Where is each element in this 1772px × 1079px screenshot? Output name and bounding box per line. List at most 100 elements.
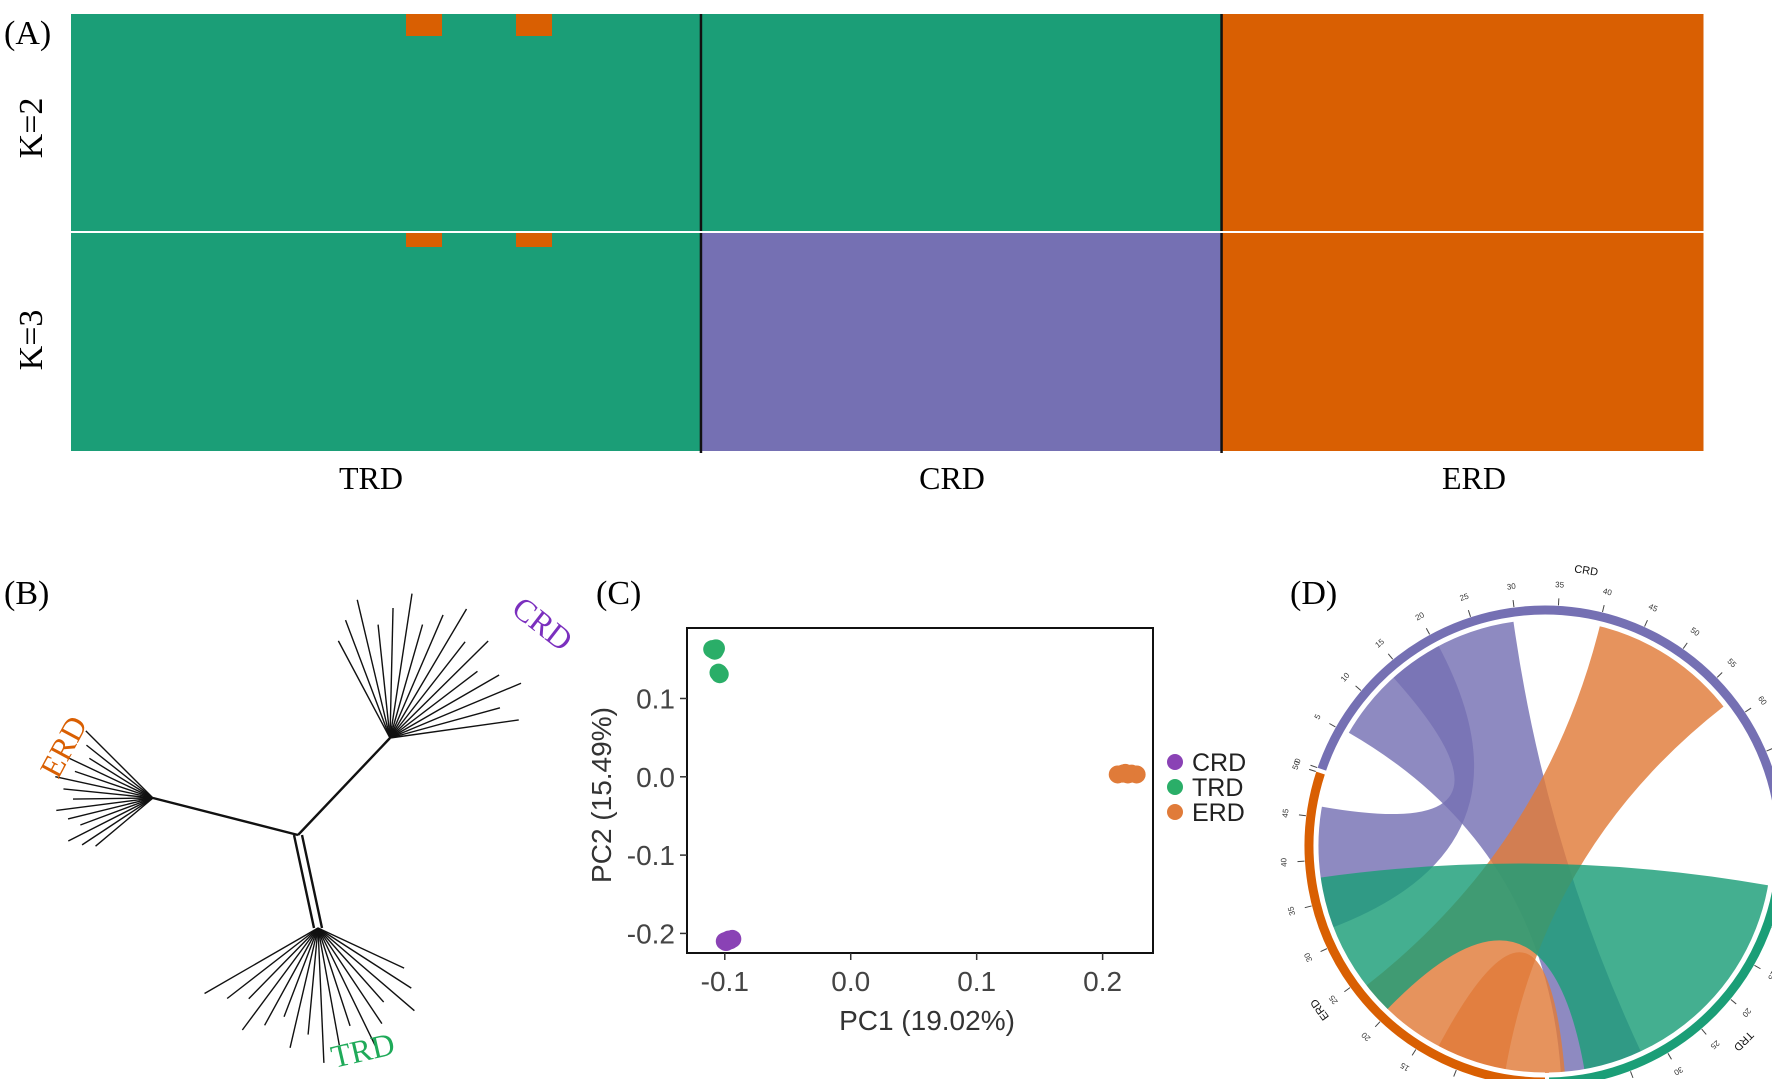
sector-tick-label: 45 [1281,808,1291,819]
tree-tip-trd [248,927,319,1000]
admixture-notch [516,233,552,247]
sector-tick-label: 35 [1286,905,1297,916]
sector-arc-erd [1304,771,1546,1079]
panel-b-label: (B) [4,575,49,612]
sector-tick [1387,653,1394,660]
sector-tick [1298,814,1306,817]
legend-marker-crd [1167,754,1183,770]
sector-tick-label: 15 [1398,1060,1411,1073]
sector-tick [1730,999,1737,1005]
tree-tip-trd [317,927,376,1047]
sector-tick-label: 30 [1506,582,1517,592]
tree-tip-crd [389,614,444,739]
sector-tick [1682,642,1688,649]
y-tick-label: -0.2 [627,918,675,949]
tree-tip-trd [241,927,319,1031]
tree-tip-crd [389,682,522,739]
sector-tick [1329,723,1336,728]
sector-tick [1667,1053,1672,1060]
tree-tip-crd [389,640,489,739]
pca-plot-frame [686,627,1154,954]
sector-tick-label: 15 [1766,969,1772,982]
sector-tick [1411,1049,1417,1056]
tree-tip-erd [67,797,154,842]
tree-tip-erd [67,797,154,820]
tree-tip-trd [317,927,383,1025]
sector-tick-label: 50 [1291,759,1302,771]
sector-label-trd: TRD [1731,1029,1755,1054]
tree-tip-erd [69,757,154,799]
group-label-erd: ERD [1442,460,1506,496]
tree-tip-crd [389,670,478,739]
sector-tick [1716,672,1723,678]
sector-label-crd: CRD [1573,563,1598,578]
sector-tick [1425,628,1431,635]
x-tick-label: -0.1 [701,966,749,997]
tree-tip-crd [389,624,424,739]
tree-branch-crd [297,737,391,836]
tree-tip-erd [85,730,154,799]
sector-tick-label: 5 [1313,712,1323,721]
tree-tip-erd [72,797,154,800]
pca-point-trd [706,639,725,658]
sector-tick [1304,905,1312,909]
tree-tip-erd [86,744,154,799]
tree-tip-crd [389,641,466,739]
structure-bar-K=2-ERD [1221,14,1704,231]
chord-diagram: 051015202530354045505560657075CRD0510152… [1279,563,1772,1079]
clade-label-erd: ERD [32,710,94,783]
chord-crd-self [1318,645,1475,928]
sector-tick-label: 45 [1647,602,1659,614]
tree-tip-erd [95,797,154,847]
admixture-notch [516,14,552,36]
sector-gap [1548,845,1772,1076]
tree-tip-trd [283,927,319,1017]
sector-tick [1630,1071,1634,1079]
sector-tick [1644,619,1648,627]
sector-tick-label: 30 [1672,1065,1685,1078]
sector-tick-label: 60 [1756,694,1769,707]
tree-tip-trd [317,927,325,1063]
pca-ylabel: PC2 (15.49%) [586,707,617,883]
sector-tick-label: 25 [1708,1038,1721,1051]
tree-branch-trd [292,834,316,929]
sector-tick-label: 20 [1740,1006,1753,1019]
sector-tick-label: 25 [1459,591,1471,602]
x-tick-label: 0.2 [1083,966,1122,997]
sector-gap [1328,616,1772,839]
tree-tip-crd [389,593,413,739]
sector-tick-label: 0 [1293,757,1303,765]
y-tick-label: 0.0 [636,762,675,793]
sector-tick-label: 35 [1555,580,1565,590]
tree-tip-erd [80,797,154,826]
group-label-crd: CRD [919,460,985,496]
chord-trd-erd [1320,863,1769,1070]
sector-tick [1602,605,1605,613]
sector-tick-label: 40 [1602,587,1613,598]
tree-tip-trd [289,927,319,1048]
tree-branch-erd [152,796,299,837]
sector-tick [1766,748,1772,752]
structure-bar-K=3-CRD [700,233,1223,451]
structure-bar-K=3-ERD [1221,233,1704,451]
sector-tick-label: 20 [1359,1030,1372,1043]
sector-tick [1308,768,1316,773]
tree-tip-erd [81,797,154,846]
tree-tip-trd [226,927,319,1000]
sector-tick-label: 50 [1689,626,1702,639]
admixture-notch [406,14,442,36]
sector-tick-label: 40 [1279,857,1289,867]
sector-tick [1701,1028,1707,1035]
sector-tick [1754,964,1761,970]
y-tick-label: 0.1 [636,683,675,714]
x-tick-label: 0.0 [831,966,870,997]
tree-tip-erd [74,770,154,799]
structure-bar-K=2-TRD [71,14,702,231]
sector-tick-label: 25 [1327,993,1340,1006]
tree-tip-crd [389,674,500,739]
pca-point-trd [710,665,729,684]
k2-label: K=2 [13,98,50,159]
tree-tip-crd [356,599,391,739]
sector-tick [1453,1069,1457,1077]
